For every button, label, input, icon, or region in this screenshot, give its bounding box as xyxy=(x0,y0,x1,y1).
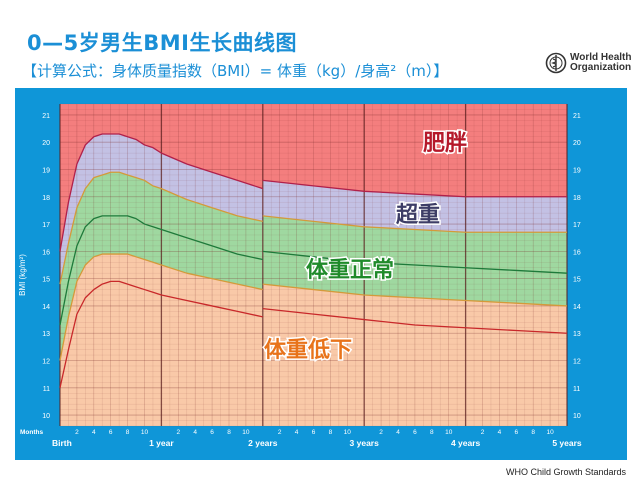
year-label: 3 years xyxy=(350,438,380,448)
y-tick-label-right: 17 xyxy=(573,222,581,229)
x-axis-label: Months xyxy=(20,429,43,436)
year-label: 5 years xyxy=(552,438,582,448)
y-tick-label-left: 14 xyxy=(42,304,50,311)
month-tick-label: 10 xyxy=(141,429,149,436)
y-tick-label-left: 15 xyxy=(42,277,50,284)
month-tick-label: 4 xyxy=(396,429,400,436)
month-tick-label: 2 xyxy=(379,429,383,436)
who-logo-line1: World Health xyxy=(570,52,632,63)
who-emblem-icon xyxy=(545,52,567,74)
median-curve xyxy=(262,250,568,274)
month-tick-label: 10 xyxy=(242,429,250,436)
z-minus1-curve xyxy=(262,283,568,307)
month-tick-label: 2 xyxy=(176,429,180,436)
y-tick-label-right: 12 xyxy=(573,359,581,366)
month-tick-label: 10 xyxy=(445,429,453,436)
y-tick-label-left: 20 xyxy=(42,140,50,147)
month-tick-label: 8 xyxy=(126,429,130,436)
month-tick-label: 6 xyxy=(413,429,417,436)
y-tick-label-left: 18 xyxy=(42,195,50,202)
y-tick-label-right: 10 xyxy=(573,413,581,420)
y-tick-label-left: 21 xyxy=(42,113,50,120)
underweight-band xyxy=(262,284,567,426)
month-tick-label: 4 xyxy=(92,429,96,436)
y-tick-label-right: 11 xyxy=(573,386,580,393)
y-axis-label: BMI (kg/m²) xyxy=(18,254,27,296)
z-plus2-curve xyxy=(59,133,263,252)
month-tick-label: 6 xyxy=(210,429,214,436)
obese-label: 肥胖 xyxy=(423,130,467,156)
month-tick-label: 10 xyxy=(344,429,352,436)
month-tick-label: 4 xyxy=(498,429,502,436)
y-tick-label-left: 19 xyxy=(42,167,50,174)
y-tick-label-left: 13 xyxy=(42,331,50,338)
month-tick-label: 4 xyxy=(295,429,299,436)
y-tick-label-right: 13 xyxy=(573,331,581,338)
overweight-label: 超重 xyxy=(396,203,440,228)
month-tick-label: 8 xyxy=(430,429,434,436)
y-tick-label-right: 16 xyxy=(573,249,581,256)
z-plus1-curve xyxy=(59,171,263,285)
z-minus2-curve xyxy=(262,308,568,334)
month-tick-label: 4 xyxy=(193,429,197,436)
y-tick-label-right: 18 xyxy=(573,195,581,202)
month-tick-label: 2 xyxy=(75,429,79,436)
source-credit: WHO Child Growth Standards xyxy=(505,467,626,477)
month-tick-label: 2 xyxy=(481,429,485,436)
month-tick-label: 10 xyxy=(546,429,554,436)
y-tick-label-left: 17 xyxy=(42,222,50,229)
year-label: Birth xyxy=(52,438,72,448)
z-plus1-curve xyxy=(262,215,567,233)
z-minus1-curve xyxy=(59,253,263,361)
y-tick-label-left: 10 xyxy=(42,413,50,420)
y-tick-label-right: 19 xyxy=(573,167,581,174)
month-tick-label: 8 xyxy=(531,429,535,436)
z-minus2-curve xyxy=(59,280,263,388)
year-label: 1 year xyxy=(149,438,174,448)
month-tick-label: 8 xyxy=(227,429,231,436)
month-tick-label: 8 xyxy=(329,429,333,436)
month-tick-label: 6 xyxy=(514,429,518,436)
who-logo-line2: Organization xyxy=(570,62,632,73)
y-tick-label-right: 20 xyxy=(573,140,581,147)
normal-label: 体重正常 xyxy=(306,257,394,283)
z-plus2-curve xyxy=(262,179,567,198)
month-tick-label: 6 xyxy=(312,429,316,436)
who-logo: World Health Organization xyxy=(545,52,631,74)
month-tick-label: 6 xyxy=(109,429,113,436)
y-tick-label-right: 21 xyxy=(573,113,581,120)
year-label: 2 years xyxy=(248,438,278,448)
y-tick-label-left: 12 xyxy=(42,359,50,366)
page-title: 0—5岁男生BMI生长曲线图 xyxy=(27,31,297,55)
underweight-label: 体重低下 xyxy=(264,338,352,363)
median-curve xyxy=(59,215,263,326)
y-tick-label-right: 14 xyxy=(573,304,581,311)
formula-subtitle: 【计算公式：身体质量指数（BMI）= 体重（kg）/身高²（m）】 xyxy=(22,62,449,80)
y-tick-label-left: 11 xyxy=(43,386,50,393)
year-label: 4 years xyxy=(451,438,481,448)
y-tick-label-right: 15 xyxy=(573,277,581,284)
month-tick-label: 2 xyxy=(278,429,282,436)
y-tick-label-left: 16 xyxy=(42,249,50,256)
